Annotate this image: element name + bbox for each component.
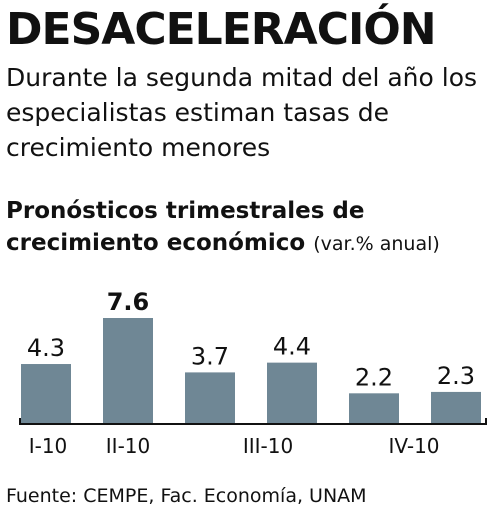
bar-1 bbox=[103, 318, 153, 424]
bar-value-label-4: 2.2 bbox=[355, 363, 393, 391]
bar-value-label-5: 2.3 bbox=[437, 362, 475, 390]
bar-2 bbox=[185, 372, 235, 424]
x-tick-label-II-10: II-10 bbox=[106, 434, 150, 458]
x-tick-label-I-10: I-10 bbox=[29, 434, 68, 458]
chart-unit-label: (var.% anual) bbox=[313, 233, 440, 255]
bar-3 bbox=[267, 362, 317, 424]
bar-value-label-0: 4.3 bbox=[27, 334, 65, 362]
x-tick-label-IV-10: IV-10 bbox=[388, 434, 439, 458]
bar-0 bbox=[21, 364, 71, 424]
subtitle: Durante la segunda mitad del año los esp… bbox=[6, 63, 478, 162]
chart-title-main: Pronósticos trimestrales de crecimiento … bbox=[6, 198, 365, 256]
x-tick-label-III-10: III-10 bbox=[243, 434, 293, 458]
headline: DESACELERACIÓN bbox=[6, 4, 437, 55]
bar-4 bbox=[349, 393, 399, 424]
source-note: Fuente: CEMPE, Fac. Economía, UNAM bbox=[6, 485, 367, 507]
chart-title: Pronósticos trimestrales de crecimiento … bbox=[6, 195, 496, 260]
bar-5 bbox=[431, 391, 481, 424]
bar-chart: 4.3 7.6 3.7 4.4 2.2 2.3 I-10 II-10 III-10 IV-10 bbox=[19, 288, 487, 458]
bar-value-label-1: 7.6 bbox=[107, 288, 150, 316]
bar-value-label-3: 4.4 bbox=[273, 333, 311, 361]
bar-value-label-2: 3.7 bbox=[191, 342, 229, 370]
